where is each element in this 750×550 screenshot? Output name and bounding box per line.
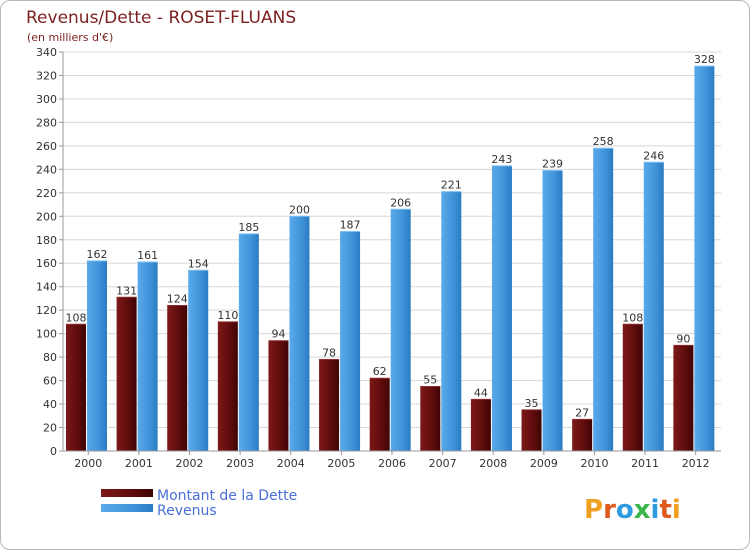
bar-revenus-2012 [694, 66, 715, 452]
data-label: 187 [340, 219, 361, 232]
data-label: 35 [525, 397, 539, 410]
y-tick-label: 100 [36, 328, 57, 341]
bar-revenus-2005 [340, 231, 361, 451]
legend-swatch-revenus [101, 504, 153, 512]
y-tick-label: 300 [36, 93, 57, 106]
bar-debt-2003 [217, 321, 238, 451]
bar-debt-2011 [622, 324, 643, 451]
bar-revenus-2009 [542, 170, 563, 451]
bar-revenus-2006 [390, 209, 411, 451]
legend-swatch-debt [101, 489, 153, 497]
bar-revenus-2004 [289, 216, 310, 451]
proxiti-logo: Proxiti [584, 495, 681, 525]
x-tick-label: 2004 [277, 457, 305, 470]
bar-revenus-2008 [491, 165, 512, 452]
x-tick-label: 2001 [125, 457, 153, 470]
bar-debt-2001 [116, 297, 137, 451]
data-label: 90 [676, 332, 690, 345]
x-tick-label: 2003 [226, 457, 254, 470]
bar-revenus-2003 [238, 233, 259, 451]
data-label: 243 [491, 153, 512, 166]
data-label: 258 [593, 135, 614, 148]
y-tick-label: 220 [36, 187, 57, 200]
bar-debt-2012 [673, 345, 694, 451]
data-label: 200 [289, 203, 310, 216]
data-label: 131 [116, 284, 137, 297]
y-tick-label: 200 [36, 210, 57, 223]
y-tick-label: 60 [43, 375, 57, 388]
bar-debt-2002 [167, 305, 188, 451]
data-label: 239 [542, 158, 563, 171]
x-tick-label: 2007 [429, 457, 457, 470]
data-label: 162 [87, 248, 108, 261]
chart-title: Revenus/Dette - ROSET-FLUANS [26, 8, 296, 28]
x-tick-label: 2009 [530, 457, 558, 470]
bar-debt-2005 [319, 359, 340, 451]
bar-revenus-2000 [87, 260, 107, 451]
data-label: 246 [643, 149, 664, 162]
legend: Montant de la Dette Revenus [101, 488, 297, 519]
y-tick-label: 0 [50, 445, 57, 458]
legend-label-debt: Montant de la Dette [157, 488, 297, 504]
data-label: 328 [694, 53, 715, 66]
y-tick-label: 180 [36, 234, 57, 247]
x-tick-label: 2005 [327, 457, 355, 470]
y-axis-ticks: 0 20 40 60 80 100 120 140 160 180 200 220 240 260 280 3… [36, 46, 63, 458]
bar-revenus-2002 [188, 270, 209, 451]
data-label: 44 [474, 386, 488, 399]
y-tick-label: 160 [36, 257, 57, 270]
x-axis-ticks: 2000 2001 2002 2003 2004 2005 2006 2007 2008 2009… [74, 451, 710, 470]
data-label: 78 [322, 346, 336, 359]
y-tick-label: 280 [36, 116, 57, 129]
data-labels: 108 162 131 161 124 154 110 185 94 200 78 187 62 206 5… [66, 53, 715, 419]
data-label: 108 [66, 311, 87, 324]
x-tick-label: 2008 [479, 457, 507, 470]
data-label: 154 [188, 257, 209, 270]
y-tick-label: 140 [36, 281, 57, 294]
bar-debt-2010 [572, 419, 593, 451]
y-tick-label: 340 [36, 46, 57, 59]
bar-debt-2007 [420, 386, 441, 451]
data-label: 108 [622, 311, 643, 324]
y-tick-label: 40 [43, 398, 57, 411]
data-label: 221 [441, 179, 462, 192]
data-label: 110 [217, 309, 238, 322]
x-tick-label: 2011 [631, 457, 659, 470]
y-tick-label: 260 [36, 140, 57, 153]
data-label: 185 [238, 221, 259, 234]
x-tick-label: 2002 [176, 457, 204, 470]
bar-debt-2008 [470, 399, 491, 451]
bar-revenus-2011 [643, 162, 664, 451]
y-tick-label: 320 [36, 69, 57, 82]
data-label: 94 [271, 328, 285, 341]
y-tick-label: 80 [43, 351, 57, 364]
legend-label-revenus: Revenus [157, 503, 217, 519]
bar-debt-2004 [268, 340, 289, 451]
data-label: 62 [373, 365, 387, 378]
chart-subtitle: (en milliers d'€) [27, 31, 113, 44]
y-tick-label: 20 [43, 422, 57, 435]
x-tick-label: 2000 [74, 457, 102, 470]
bar-revenus-2001 [137, 262, 158, 451]
bar-revenus-2007 [441, 191, 462, 451]
x-tick-label: 2006 [378, 457, 406, 470]
bar-debt-2009 [521, 409, 542, 451]
data-label: 27 [575, 406, 589, 419]
bars [66, 65, 715, 452]
bar-debt-2000 [66, 324, 86, 451]
x-tick-label: 2010 [580, 457, 608, 470]
bar-revenus-2010 [593, 148, 614, 451]
data-label: 161 [137, 249, 158, 262]
x-tick-label: 2012 [682, 457, 710, 470]
y-tick-label: 240 [36, 163, 57, 176]
data-label: 55 [423, 373, 437, 386]
bar-debt-2006 [369, 378, 390, 451]
data-label: 124 [167, 292, 188, 305]
data-label: 206 [390, 196, 411, 209]
y-tick-label: 120 [36, 304, 57, 317]
